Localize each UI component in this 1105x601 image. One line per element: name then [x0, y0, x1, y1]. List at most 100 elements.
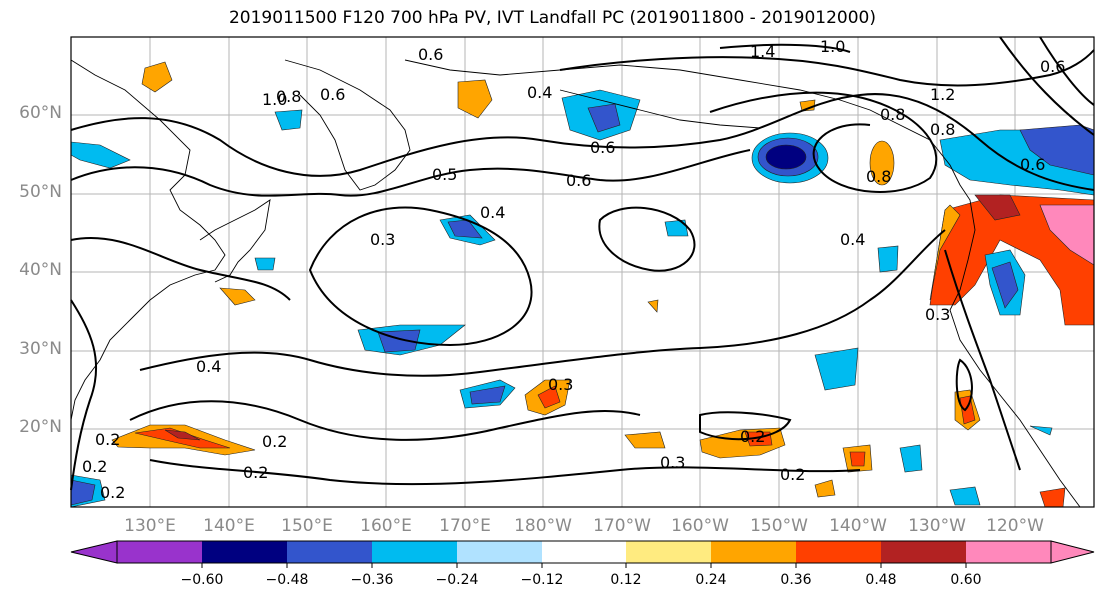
colorbar-swatch [711, 541, 796, 563]
colorbar-tick-label: 0.12 [610, 572, 642, 588]
colorbar-swatch [542, 541, 626, 563]
lon-label: 150°W [750, 516, 808, 536]
contour-label: 0.2 [95, 430, 120, 449]
lon-label: 170°W [593, 516, 651, 536]
colorbar-swatch [117, 541, 202, 563]
map-frame [70, 36, 1095, 508]
shade-bering-royal [587, 103, 621, 133]
lon-label: 180°W [514, 516, 572, 536]
contour-label: 0.8 [880, 105, 905, 124]
lon-label: 160°W [671, 516, 729, 536]
contour-label: 0.8 [276, 87, 301, 106]
colorbar-tick-label: −0.36 [350, 572, 394, 588]
colorbar-tick-label: 0.60 [950, 572, 982, 588]
contour-label: 0.6 [566, 171, 591, 190]
contour-label: 0.8 [866, 167, 891, 186]
lon-label: 120°W [986, 516, 1044, 536]
contour-label: 0.2 [100, 483, 125, 502]
contour-label: 0.4 [480, 203, 505, 222]
pv-contours [70, 36, 1095, 491]
shade-subtrop-royal [377, 329, 421, 353]
contour-label: 0.6 [1040, 57, 1065, 76]
shade-orange-japan [219, 287, 256, 306]
colorbar-tick-label: −0.60 [180, 572, 224, 588]
colorbar-swatch [372, 541, 457, 563]
colorbar-swatch [457, 541, 542, 563]
colorbar [70, 540, 1095, 568]
shade-blue-lightcyan [1029, 425, 1053, 436]
lat-label: 50°N [19, 182, 62, 202]
contour-label: 0.2 [740, 427, 765, 446]
lon-label: 140°W [829, 516, 887, 536]
lon-label: 130°E [124, 516, 176, 536]
contour-label: 1.4 [750, 42, 775, 61]
contour-label: 0.3 [370, 230, 395, 249]
lon-label: 160°E [360, 516, 412, 536]
shade-red-140w [849, 451, 866, 467]
contour-label: 0.3 [548, 375, 573, 394]
colorbar-swatch [202, 541, 287, 563]
contour-label: 0.6 [590, 138, 615, 157]
colorbar-tick-label: 0.48 [865, 572, 897, 588]
lon-label: 140°E [203, 516, 255, 536]
contour-label: 0.3 [925, 305, 950, 324]
shade-darkred [974, 194, 1021, 221]
contour-label-group: 0.6 1.4 1.2 1.0 0.8 0.6 0.4 0.6 0.6 0.5 … [82, 37, 1065, 502]
shade-blue-140w [877, 245, 899, 273]
shade-orange-sw [814, 479, 836, 498]
shade-pink-nevada [1039, 204, 1095, 266]
shade-blue-120w-s [949, 486, 981, 506]
lat-label: 30°N [19, 339, 62, 359]
shade-red-125w-20n [959, 395, 976, 425]
colorbar-extend-high [1050, 540, 1095, 564]
contour-label: 0.4 [196, 357, 221, 376]
colorbar-swatch [796, 541, 881, 563]
shade-goa-low-navy [765, 144, 807, 170]
colorbar-swatch [287, 541, 372, 563]
shade-west-coast-orange [929, 204, 961, 301]
contour-label: 1.0 [262, 90, 287, 109]
contour-label: 0.2 [780, 465, 805, 484]
contour-label: 0.3 [660, 453, 685, 472]
colorbar-tick-label: 0.36 [780, 572, 812, 588]
shade-orange-165w-35n [647, 299, 659, 313]
contour-label: 0.6 [320, 85, 345, 104]
contour-label: 1.2 [930, 85, 955, 104]
colorbar-tick-label: −0.24 [435, 572, 479, 588]
lon-label: 150°E [281, 516, 333, 536]
shade-blue-kamchatka [274, 109, 303, 131]
contour-label: 1.0 [820, 37, 845, 56]
shade-wpac-darkred [164, 429, 201, 441]
shade-blue-165w [664, 219, 689, 237]
contour-label: 0.6 [1020, 155, 1045, 174]
contour-label: 0.5 [432, 165, 457, 184]
colorbar-tick-label: −0.48 [265, 572, 309, 588]
shade-blue-20n-140w [899, 444, 923, 473]
shade-goa-orange [869, 140, 895, 186]
lat-label: 20°N [19, 417, 62, 437]
colorbar-swatch [881, 541, 966, 563]
shade-orange-ochotsk [141, 61, 173, 93]
coastlines [70, 59, 1081, 508]
contour-label: 0.2 [82, 457, 107, 476]
contour-label: 0.4 [527, 83, 552, 102]
contour-label: 0.2 [262, 432, 287, 451]
colorbar-outline [116, 540, 1052, 564]
shade-blue-150w [814, 347, 859, 391]
lon-label: 170°E [439, 516, 491, 536]
lat-label: 40°N [19, 260, 62, 280]
map-title: 2019011500 F120 700 hPa PV, IVT Landfall… [228, 8, 876, 28]
colorbar-swatch [626, 541, 711, 563]
lon-label: 130°W [908, 516, 966, 536]
contour-label: 0.8 [930, 120, 955, 139]
shade-blue-30n-royal [469, 385, 506, 405]
shade-california-royal [991, 261, 1019, 309]
shade-orange-bering [457, 79, 493, 119]
shade-red-175w [537, 385, 561, 409]
contour-label: 0.4 [840, 230, 865, 249]
shade-blue-east-china [254, 257, 276, 271]
lat-label: 60°N [19, 103, 62, 123]
contour-label: 0.2 [243, 463, 268, 482]
shade-midpac-royal [447, 219, 483, 239]
